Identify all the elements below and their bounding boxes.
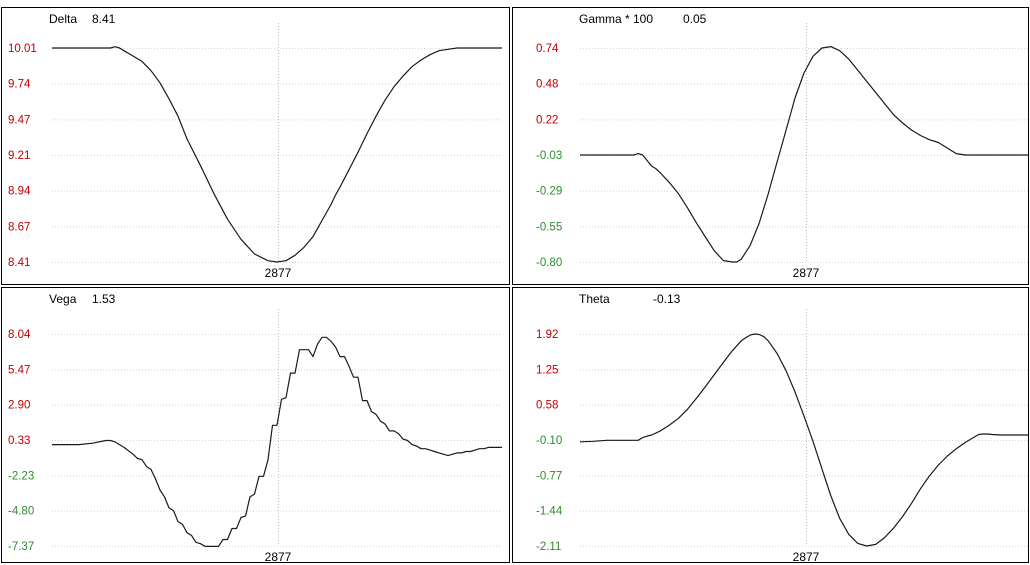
delta-y-tick-label: 8.94 — [8, 186, 31, 198]
gamma-x-marker-label: 2877 — [793, 266, 820, 280]
delta-y-tick-label: 9.74 — [8, 79, 31, 91]
gamma-y-tick-label: 0.22 — [536, 114, 558, 126]
theta-y-tick-label: -0.77 — [536, 470, 562, 482]
theta-panel-border — [512, 287, 1029, 563]
delta-y-tick-label: 9.21 — [8, 150, 30, 162]
theta-series-line — [579, 333, 1028, 547]
vega-title: Vega — [49, 292, 77, 306]
gamma-panel-border — [512, 7, 1029, 285]
delta-y-tick-label: 8.41 — [8, 257, 30, 269]
vega-panel-border — [1, 287, 510, 563]
vega-y-tick-label: 8.04 — [8, 329, 31, 341]
theta-y-tick-label: -2.11 — [536, 541, 561, 553]
delta-y-tick-label: 9.47 — [8, 114, 30, 126]
delta-y-tick-label: 10.01 — [8, 43, 37, 55]
gamma-y-tick-label: 0.48 — [536, 79, 558, 91]
vega-y-tick-label: 2.90 — [8, 400, 30, 412]
vega-y-tick-label: -4.80 — [8, 506, 34, 518]
theta-panel: Theta -0.13 1.92 1.25 0.58 -0.10 -0.77 -1.44 -2.… — [512, 287, 1029, 564]
theta-current-value: -0.13 — [653, 292, 681, 306]
gamma-y-tick-label: -0.29 — [536, 186, 562, 198]
gamma-current-value: 0.05 — [683, 12, 707, 26]
theta-y-tick-label: -0.10 — [536, 435, 562, 447]
vega-y-tick-label: 5.47 — [8, 364, 30, 376]
theta-y-tick-label: -1.44 — [536, 506, 563, 518]
delta-x-marker-label: 2877 — [265, 266, 292, 280]
gamma-title: Gamma * 100 — [579, 12, 653, 26]
delta-panel-border — [1, 7, 510, 285]
gamma-panel: Gamma * 100 0.05 0.74 0.48 0.22 -0.03 -0.29 -0.… — [512, 7, 1029, 285]
delta-series-line — [52, 46, 502, 263]
vega-panel: Vega 1.53 8.04 5.47 2.90 0.33 -2.23 -4.80 -7.37 2… — [1, 287, 510, 564]
theta-x-marker-label: 2877 — [793, 550, 820, 564]
vega-series-line — [52, 336, 502, 547]
delta-panel: Delta 8.41 10.01 9.74 9.47 9.21 8.94 8.67 8.41 28… — [1, 7, 510, 285]
gamma-y-tick-label: -0.55 — [536, 221, 562, 233]
theta-y-tick-label: 0.58 — [536, 400, 558, 412]
vega-y-tick-label: -2.23 — [8, 470, 34, 482]
gamma-y-tick-label: -0.80 — [536, 257, 562, 269]
vega-y-tick-label: 0.33 — [8, 435, 30, 447]
vega-current-value: 1.53 — [92, 292, 116, 306]
delta-current-value: 8.41 — [92, 12, 116, 26]
delta-title: Delta — [49, 12, 77, 26]
vega-y-tick-label: -7.37 — [8, 541, 34, 553]
gamma-y-tick-label: 0.74 — [536, 43, 559, 55]
vega-x-marker-label: 2877 — [265, 550, 292, 564]
theta-y-tick-label: 1.92 — [536, 329, 558, 341]
gamma-series-line — [580, 46, 1028, 263]
theta-title: Theta — [579, 292, 610, 306]
delta-y-tick-label: 8.67 — [8, 221, 30, 233]
theta-y-tick-label: 1.25 — [536, 364, 558, 376]
gamma-y-tick-label: -0.03 — [536, 150, 562, 162]
